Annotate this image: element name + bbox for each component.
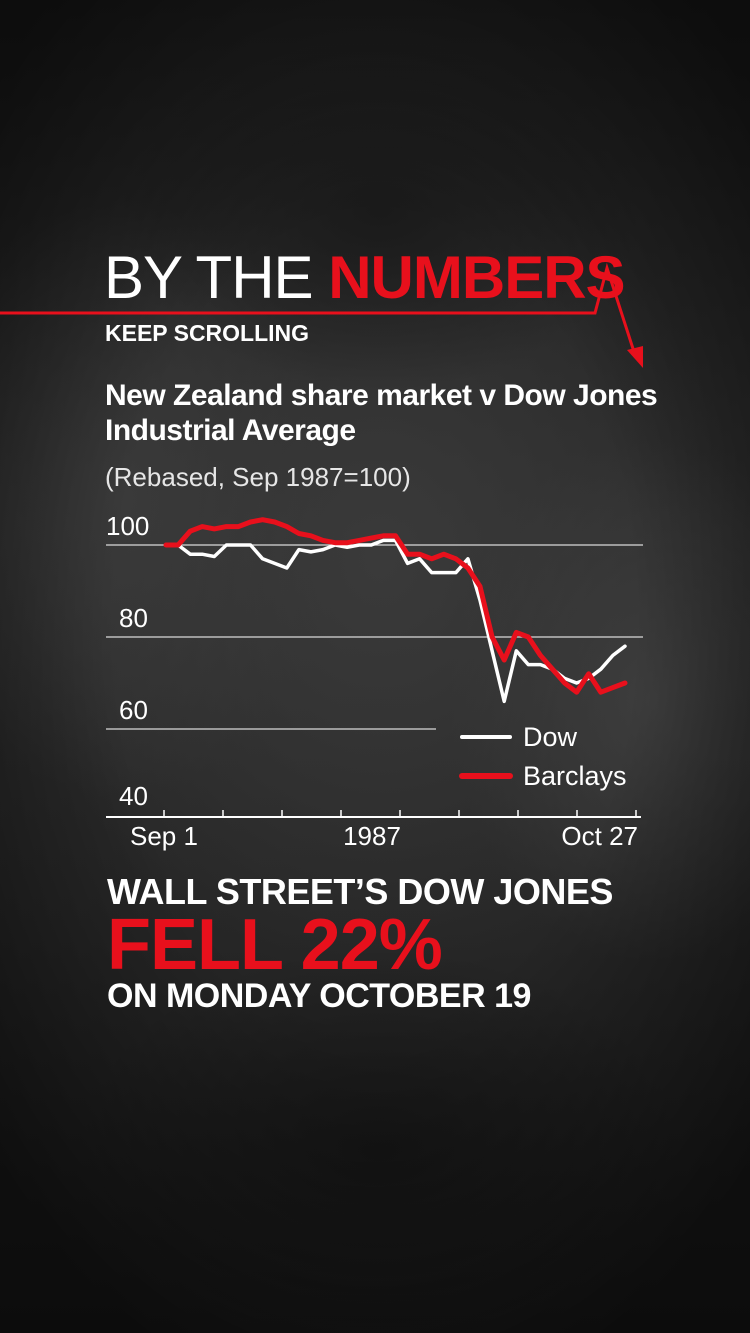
callout-line-1: WALL STREET’S DOW JONES: [107, 871, 613, 912]
x-tick-label: Sep 1: [130, 821, 198, 851]
keep-scrolling-label: KEEP SCROLLING: [105, 320, 310, 346]
axis-layer: 100 80 60 40 Sep 1 1987 Oct 27: [106, 511, 641, 851]
series-line-dow: [164, 538, 627, 704]
x-tick-label: 1987: [343, 821, 401, 851]
chart-legend: Dow Barclays: [459, 722, 627, 791]
y-tick-label-40: 40: [119, 781, 148, 811]
arrowhead-icon: [627, 346, 643, 368]
callout-line-3: ON MONDAY OCTOBER 19: [107, 977, 531, 1015]
callout-headline: FELL 22%: [107, 905, 443, 985]
series-line-barclays: [163, 517, 628, 695]
heading-thin: BY THE: [104, 244, 314, 311]
y-tick-label-100: 100: [106, 511, 149, 541]
line-chart: 100 80 60 40 Sep 1 1987 Oct 27 Dow Barclays: [106, 511, 643, 851]
y-tick-label-80: 80: [119, 603, 148, 633]
header-red-line: [0, 262, 638, 359]
header-arrow-line: [0, 262, 643, 368]
page-heading: BY THE NUMBERS: [104, 248, 626, 308]
chart-title: New Zealand share market v Dow Jones Ind…: [105, 379, 658, 447]
legend-label-barclays: Barclays: [523, 761, 627, 791]
grid-layer: [106, 544, 643, 730]
chart-subtitle: (Rebased, Sep 1987=100): [105, 462, 411, 492]
heading-bold: NUMBERS: [328, 244, 625, 311]
series-layer: [163, 517, 628, 704]
x-tick-label: Oct 27: [561, 821, 638, 851]
y-tick-label-60: 60: [119, 695, 148, 725]
legend-label-dow: Dow: [523, 722, 578, 752]
